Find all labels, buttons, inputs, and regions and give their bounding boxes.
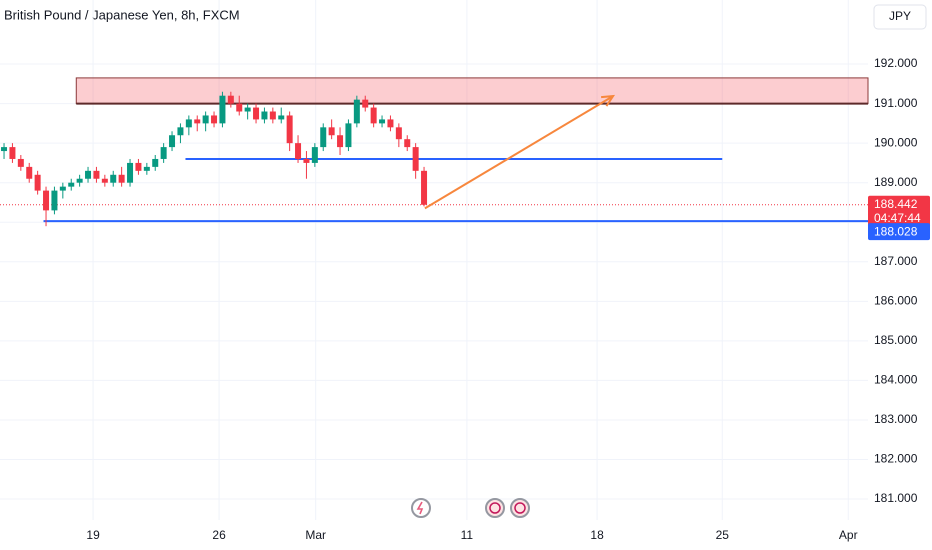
candle-body bbox=[43, 190, 50, 211]
candle-body bbox=[236, 103, 243, 112]
candle-body bbox=[17, 158, 24, 167]
candle-body bbox=[387, 119, 394, 128]
candle-body bbox=[85, 170, 92, 179]
candle-body bbox=[261, 111, 268, 120]
y-tick-label: 182.000 bbox=[874, 452, 918, 466]
candle-body bbox=[345, 123, 352, 148]
candle-body bbox=[202, 115, 209, 124]
candle-body bbox=[278, 115, 285, 120]
event-icon-glyph bbox=[514, 502, 526, 514]
candle-body bbox=[68, 182, 75, 187]
candle-body bbox=[412, 147, 419, 171]
candle-body bbox=[244, 107, 251, 112]
event-icon-glyph bbox=[416, 501, 424, 515]
candle-body bbox=[253, 107, 260, 120]
x-tick-label: 19 bbox=[86, 528, 100, 542]
candle-body bbox=[101, 178, 108, 183]
x-tick-label: 26 bbox=[212, 528, 226, 542]
x-tick-label: 11 bbox=[461, 528, 474, 542]
x-tick-label: 25 bbox=[716, 528, 730, 542]
candle-body bbox=[177, 127, 184, 136]
candle-body bbox=[404, 139, 411, 148]
candle-body bbox=[51, 190, 58, 211]
x-tick-label: 18 bbox=[590, 528, 604, 542]
candle-body bbox=[328, 127, 335, 136]
x-tick-label: Apr bbox=[839, 528, 858, 542]
event-icons[interactable] bbox=[411, 498, 530, 518]
currency-label[interactable]: JPY bbox=[889, 9, 911, 23]
candle-body bbox=[93, 170, 100, 179]
trend-arrow-head bbox=[601, 94, 616, 107]
last-price-box bbox=[868, 195, 930, 228]
candle-body bbox=[395, 127, 402, 140]
level-price-box bbox=[868, 223, 930, 241]
y-tick-label: 181.000 bbox=[874, 491, 918, 505]
candle-body bbox=[370, 107, 377, 124]
candle-body bbox=[34, 174, 41, 191]
candle-body bbox=[269, 111, 276, 120]
candle-body bbox=[26, 166, 33, 179]
candle-body bbox=[143, 166, 150, 171]
candle-body bbox=[59, 186, 66, 191]
candle-body bbox=[127, 162, 134, 183]
candle-body bbox=[379, 119, 386, 124]
candle-body bbox=[295, 143, 302, 159]
y-tick-label: 189.000 bbox=[874, 175, 918, 189]
chart-title: British Pound / Japanese Yen, 8h, FXCM bbox=[4, 7, 240, 22]
y-tick-label: 192.000 bbox=[874, 56, 918, 70]
candle-body bbox=[421, 170, 428, 205]
candle-body bbox=[152, 158, 159, 167]
candle-body bbox=[1, 147, 8, 152]
candle-body bbox=[135, 162, 142, 171]
candle-body bbox=[362, 99, 369, 108]
event-icon[interactable] bbox=[510, 498, 530, 518]
y-tick-label: 191.000 bbox=[874, 96, 918, 110]
y-tick-label: 186.000 bbox=[874, 293, 918, 307]
candle-body bbox=[303, 158, 310, 163]
candle-body bbox=[353, 99, 360, 124]
last-price-label: 188.442 bbox=[874, 197, 918, 211]
candle-body bbox=[320, 127, 327, 148]
candle-body bbox=[211, 115, 218, 124]
candle-body bbox=[118, 174, 125, 183]
candle-body bbox=[185, 119, 192, 128]
candle-body bbox=[110, 174, 117, 183]
event-icon[interactable] bbox=[485, 498, 505, 518]
candle-body bbox=[194, 119, 201, 124]
y-tick-label: 187.000 bbox=[874, 254, 918, 268]
candle-body bbox=[160, 147, 167, 159]
x-tick-label: Mar bbox=[305, 528, 326, 542]
candle-body bbox=[311, 147, 318, 163]
level-price-label: 188.028 bbox=[874, 224, 918, 238]
candle-body bbox=[76, 178, 83, 183]
countdown-label: 04:47:44 bbox=[874, 211, 921, 225]
y-tick-label: 184.000 bbox=[874, 373, 918, 387]
y-tick-label: 185.000 bbox=[874, 333, 918, 347]
event-icon-glyph bbox=[489, 502, 501, 514]
candle-body bbox=[337, 135, 344, 148]
candle-body bbox=[219, 95, 226, 124]
candle-body bbox=[169, 135, 176, 148]
y-tick-label: 183.000 bbox=[874, 412, 918, 426]
event-icon[interactable] bbox=[411, 498, 431, 518]
candle-body bbox=[286, 115, 293, 144]
y-tick-label: 190.000 bbox=[874, 135, 918, 149]
trend-arrow bbox=[424, 95, 614, 210]
candle-body bbox=[9, 147, 16, 159]
resistance-zone bbox=[75, 77, 869, 105]
candle-body bbox=[227, 95, 234, 104]
currency-button[interactable] bbox=[873, 4, 927, 30]
